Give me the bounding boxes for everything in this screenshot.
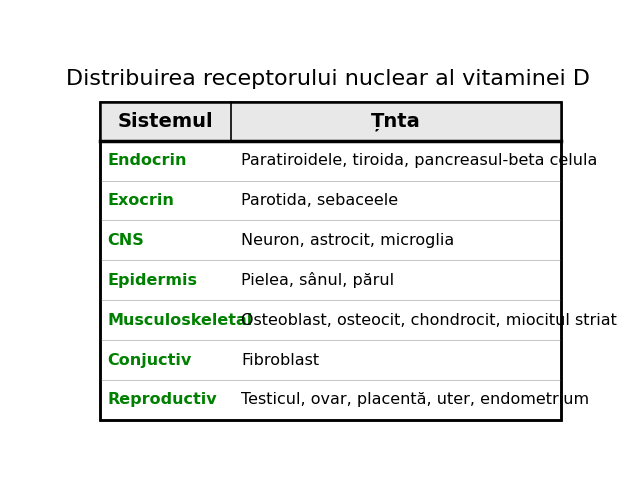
Text: CNS: CNS: [108, 233, 144, 248]
Text: Pielea, sânul, părul: Pielea, sânul, părul: [241, 272, 394, 288]
Text: Endocrin: Endocrin: [108, 153, 187, 168]
Text: Reproductiv: Reproductiv: [108, 392, 217, 408]
FancyBboxPatch shape: [100, 102, 561, 141]
Text: Fibroblast: Fibroblast: [241, 352, 319, 368]
Text: Sistemul: Sistemul: [118, 112, 213, 131]
Text: Exocrin: Exocrin: [108, 193, 174, 208]
Text: Țnta: Țnta: [371, 112, 421, 131]
Text: Epidermis: Epidermis: [108, 273, 197, 288]
Text: Paratiroidele, tiroida, pancreasul-beta celula: Paratiroidele, tiroida, pancreasul-beta …: [241, 153, 598, 168]
Text: Neuron, astrocit, microglia: Neuron, astrocit, microglia: [241, 233, 454, 248]
FancyBboxPatch shape: [100, 102, 561, 420]
Text: Conjuctiv: Conjuctiv: [108, 352, 191, 368]
Text: Musculoskeletal: Musculoskeletal: [108, 312, 253, 328]
Text: Testicul, ovar, placentă, uter, endometrium: Testicul, ovar, placentă, uter, endometr…: [241, 392, 589, 408]
Text: Osteoblast, osteocit, chondrocit, miocitul striat: Osteoblast, osteocit, chondrocit, miocit…: [241, 312, 617, 328]
Text: Parotida, sebaceele: Parotida, sebaceele: [241, 193, 398, 208]
Text: Distribuirea receptorului nuclear al vitaminei D: Distribuirea receptorului nuclear al vit…: [66, 69, 590, 89]
